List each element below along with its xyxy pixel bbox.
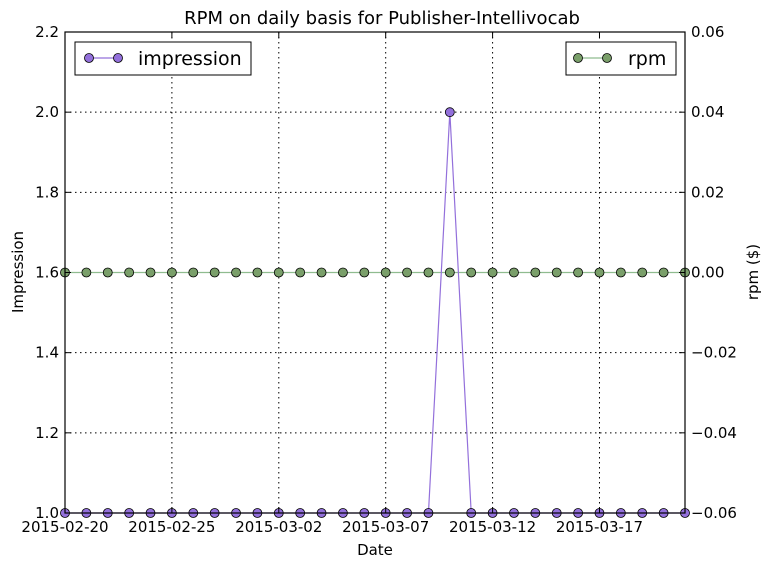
legend-impression-marker [113, 53, 123, 63]
data-point-rpm [487, 267, 498, 278]
data-point-rpm [145, 267, 156, 278]
x-tick-label: 2015-03-02 [235, 518, 322, 536]
x-axis-label: Date [357, 541, 393, 559]
y2-tick-label: 0.04 [691, 103, 724, 121]
legend-rpm-marker [602, 53, 612, 63]
data-point-rpm [658, 267, 669, 278]
data-point-rpm [423, 267, 434, 278]
data-point-rpm [466, 267, 477, 278]
y-tick-label: 1.6 [35, 264, 59, 282]
data-point-rpm [402, 267, 412, 278]
data-point-rpm [102, 267, 113, 278]
data-point-rpm [573, 267, 584, 278]
y-tick-label: 1.4 [35, 344, 59, 362]
data-point-rpm [209, 267, 220, 278]
y2-tick-label: −0.04 [691, 424, 737, 442]
legend-impression: impression [74, 41, 252, 76]
y-tick-label: 1.2 [35, 424, 59, 442]
data-point-rpm [509, 267, 519, 278]
data-point-rpm [231, 267, 241, 278]
legend-impression-label: impression [138, 48, 242, 70]
data-point-rpm [359, 267, 370, 278]
legend-rpm-marker [573, 53, 583, 63]
data-point-rpm [637, 267, 648, 278]
data-point-rpm [81, 267, 92, 278]
data-point-rpm [273, 267, 284, 278]
y2-tick-label: −0.02 [691, 344, 737, 362]
legend-rpm: rpm [565, 41, 677, 76]
y2-tick-label: 0.02 [691, 183, 724, 201]
chart-title: RPM on daily basis for Publisher-Intelli… [184, 8, 580, 29]
x-tick-label: 2015-03-12 [449, 518, 536, 536]
x-tick-label: 2015-03-07 [342, 518, 429, 536]
data-point-rpm [124, 267, 135, 278]
data-point-rpm [166, 267, 177, 278]
x-tick-label: 2015-03-17 [556, 518, 643, 536]
x-tick-label: 2015-02-25 [128, 518, 215, 536]
y2-tick-label: 0.00 [691, 264, 724, 282]
y-tick-label: 2.2 [35, 23, 59, 41]
data-point-rpm [444, 267, 455, 278]
data-point-rpm [338, 267, 348, 278]
data-point-rpm [188, 267, 199, 278]
data-point-rpm [551, 267, 562, 278]
data-point-impression [444, 107, 455, 118]
y2-tick-label: −0.06 [691, 504, 737, 522]
legend-rpm-label: rpm [628, 48, 666, 70]
y2-axis-label: rpm ($) [744, 244, 762, 300]
data-point-rpm [380, 267, 391, 278]
data-point-rpm [252, 267, 263, 278]
ticks: 2015-02-20 2015-02-25 2015-03-02 2015-03-07… [21, 23, 737, 536]
data-point-rpm [295, 267, 306, 278]
data-point-rpm [594, 267, 605, 278]
y-tick-label: 1.0 [35, 504, 59, 522]
y2-tick-label: 0.06 [691, 23, 724, 41]
legend-impression-marker [84, 53, 94, 63]
x-tick-label: 2015-02-20 [21, 518, 108, 536]
data-point-rpm [615, 267, 626, 278]
y-tick-label: 1.8 [35, 183, 59, 201]
data-point-rpm [530, 267, 541, 278]
data-point-rpm [316, 267, 327, 278]
y-tick-label: 2.0 [35, 103, 59, 121]
y-axis-label: Impression [9, 231, 27, 313]
